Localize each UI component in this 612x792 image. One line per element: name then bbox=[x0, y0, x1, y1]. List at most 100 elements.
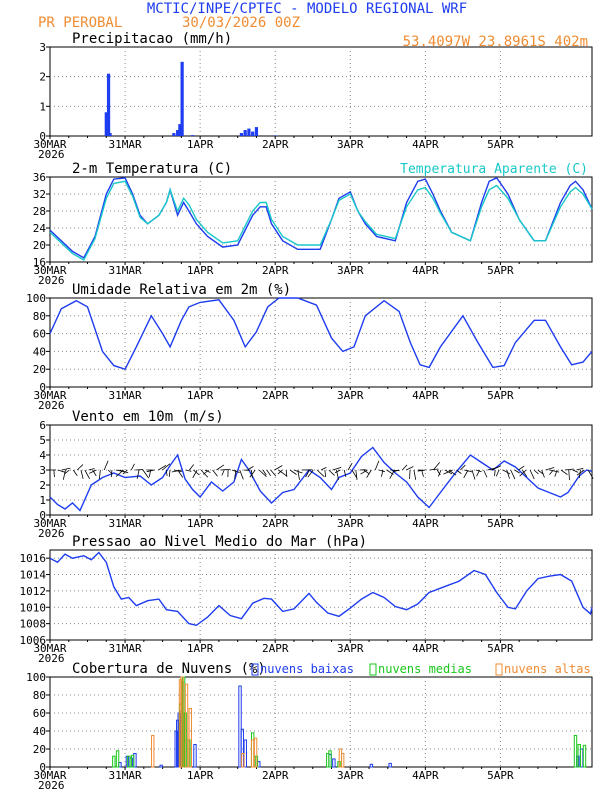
wind-arrow bbox=[297, 469, 300, 480]
x-tick-label: 31MAR bbox=[109, 389, 142, 402]
precip-bar bbox=[104, 112, 108, 136]
legend-label: nuvens medias bbox=[378, 662, 472, 676]
wind-arrow bbox=[456, 469, 462, 474]
wind-arrow bbox=[249, 469, 256, 478]
panel-pressao: 1006 1008 1010 1012 1014 1016 30MAR 31MAR 1APR 2A… bbox=[20, 534, 593, 665]
wind-arrow bbox=[554, 469, 558, 477]
cloud-bar bbox=[577, 744, 581, 768]
wind-arrow bbox=[89, 469, 97, 474]
wind-arrow bbox=[460, 464, 466, 471]
wind-arrow bbox=[432, 462, 441, 471]
wind-arrow bbox=[521, 469, 528, 477]
x-tick-label: 1APR bbox=[187, 264, 214, 277]
x-tick-label: 2APR bbox=[262, 517, 289, 530]
panel-temp: 16 20 24 28 32 36 30MAR 31MAR 1APR 2APR 3APR 4APR 5A… bbox=[33, 161, 593, 287]
x-year-label: 2026 bbox=[38, 527, 65, 540]
wind-arrow bbox=[220, 468, 231, 471]
series-line bbox=[49, 180, 593, 261]
x-tick-label: 1APR bbox=[187, 389, 214, 402]
wind-arrow bbox=[334, 469, 341, 474]
wind-arrow bbox=[576, 467, 584, 471]
precip-bar bbox=[251, 131, 255, 136]
y-tick-label: 0 bbox=[39, 761, 46, 774]
x-tick-label: 3APR bbox=[337, 389, 364, 402]
series-line bbox=[49, 297, 593, 371]
y-tick-label: 0 bbox=[39, 130, 46, 143]
wind-arrow bbox=[234, 469, 237, 479]
wind-arrow bbox=[549, 469, 560, 473]
y-tick-label: 20 bbox=[33, 743, 46, 756]
wind-arrow bbox=[177, 469, 184, 478]
x-year-label: 2026 bbox=[38, 274, 65, 287]
cloud-bar bbox=[573, 735, 578, 768]
x-tick-label: 2APR bbox=[262, 264, 289, 277]
y-tick-label: 1 bbox=[39, 100, 46, 113]
y-tick-label: 1014 bbox=[20, 569, 47, 582]
precip-bar bbox=[247, 128, 251, 136]
precip-bar bbox=[239, 133, 244, 136]
wind-arrow bbox=[305, 469, 310, 478]
x-tick-label: 4APR bbox=[412, 769, 439, 782]
cloud-bar bbox=[159, 764, 163, 768]
figure-title: MCTIC/INPE/CPTEC - MODELO REGIONAL WRF bbox=[147, 1, 467, 17]
x-tick-label: 5APR bbox=[487, 769, 514, 782]
wind-arrow bbox=[389, 469, 395, 479]
wind-arrow bbox=[328, 469, 335, 476]
y-tick-label: 36 bbox=[33, 171, 46, 184]
y-tick-label: 20 bbox=[33, 239, 46, 252]
wind-arrow bbox=[285, 469, 288, 478]
wind-arrow bbox=[274, 465, 283, 471]
y-tick-label: 40 bbox=[33, 345, 46, 358]
legend-swatch bbox=[251, 663, 259, 676]
x-tick-label: 30MAR bbox=[33, 642, 66, 655]
y-tick-label: 1012 bbox=[20, 585, 47, 598]
panel-frame bbox=[49, 549, 593, 641]
x-tick-label: 4APR bbox=[412, 642, 439, 655]
wind-arrow bbox=[351, 469, 357, 478]
wind-arrow bbox=[549, 469, 554, 475]
wind-arrow bbox=[510, 469, 516, 480]
cloud-bar bbox=[238, 685, 242, 768]
wind-arrow bbox=[491, 465, 501, 471]
wind-arrow bbox=[189, 464, 195, 471]
wind-arrow bbox=[506, 469, 510, 479]
coords-label: 53.4097W 23.8961S 402m bbox=[403, 34, 588, 50]
legend-swatch bbox=[369, 663, 377, 676]
legend-label: nuvens baixas bbox=[260, 662, 354, 676]
cloud-bar bbox=[188, 708, 192, 768]
wind-arrow bbox=[495, 469, 500, 477]
wind-arrow bbox=[324, 469, 327, 478]
wind-arrow bbox=[76, 464, 84, 471]
x-year-label: 2026 bbox=[38, 652, 65, 665]
wind-arrow bbox=[402, 464, 408, 471]
precip-bar bbox=[176, 130, 180, 136]
y-tick-label: 40 bbox=[33, 725, 46, 738]
wind-arrow bbox=[57, 469, 66, 473]
x-tick-label: 30MAR bbox=[33, 517, 66, 530]
x-tick-label: 4APR bbox=[412, 389, 439, 402]
y-tick-label: 1016 bbox=[20, 552, 47, 565]
wind-arrow bbox=[103, 460, 109, 471]
wind-arrow bbox=[437, 469, 442, 477]
x-tick-label: 2APR bbox=[262, 769, 289, 782]
wind-arrow bbox=[80, 469, 84, 479]
x-tick-label: 1APR bbox=[187, 517, 214, 530]
y-tick-label: 80 bbox=[33, 310, 46, 323]
legend-swatch bbox=[495, 663, 503, 676]
y-tick-label: 80 bbox=[33, 689, 46, 702]
cloud-bar bbox=[112, 755, 116, 768]
wind-arrow bbox=[165, 469, 168, 476]
wind-arrow bbox=[443, 469, 453, 475]
cloud-bar bbox=[253, 737, 258, 768]
y-tick-label: 0 bbox=[39, 509, 46, 522]
wind-arrow bbox=[158, 464, 167, 471]
series-line bbox=[49, 177, 593, 259]
wind-arrow bbox=[366, 469, 372, 478]
cloud-bar bbox=[388, 762, 392, 768]
panel-title: Pressao ao Nivel Medio do Mar (hPa) bbox=[72, 534, 367, 550]
x-tick-label: 3APR bbox=[337, 517, 364, 530]
panel-precip: 0 1 2 3 30MAR 31MAR 1APR 2APR 3APR 4APR 5APR 2026 Pr… bbox=[33, 31, 593, 161]
x-year-label: 2026 bbox=[38, 779, 65, 792]
wind-arrow bbox=[53, 469, 55, 478]
